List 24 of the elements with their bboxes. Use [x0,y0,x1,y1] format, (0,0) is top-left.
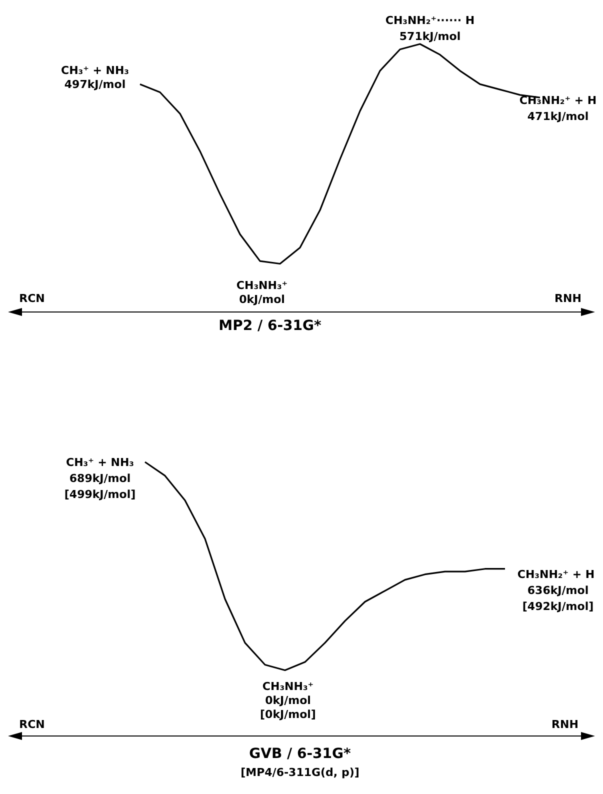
text: RNH [554,292,582,306]
x-axis-title: MP2 / 6-31G* [218,318,322,334]
text: 497kJ/mol [64,78,126,92]
text: CH₃NH₂⁺ + H [517,568,595,582]
text: [MP4/6-311G(d, p)] [240,766,360,780]
text: CH₃⁺ + NH₃ [66,456,134,470]
annotation: CH₃NH₃⁺ [262,680,314,694]
text: RCN [19,718,45,732]
text: RCN [19,292,45,306]
text: 636kJ/mol [527,584,589,598]
annotation: CH₃NH₃⁺ [236,279,288,293]
annotation: CH₃NH₂⁺ + H [519,94,597,108]
annotation: 471kJ/mol [527,110,589,124]
text: 571kJ/mol [399,30,461,44]
text: RNH [552,718,578,732]
annotation: [0kJ/mol] [260,708,316,722]
x-axis-title: GVB / 6-31G* [249,746,351,762]
annotation: [499kJ/mol] [64,488,136,502]
text: [492kJ/mol] [522,600,594,614]
annotation: 0kJ/mol [265,694,311,708]
text: CH₃NH₂⁺······ H [385,14,475,28]
text: CH₃⁺ + NH₃ [60,64,130,78]
annotation: 0kJ/mol [239,293,285,307]
text: 689kJ/mol [69,472,131,486]
